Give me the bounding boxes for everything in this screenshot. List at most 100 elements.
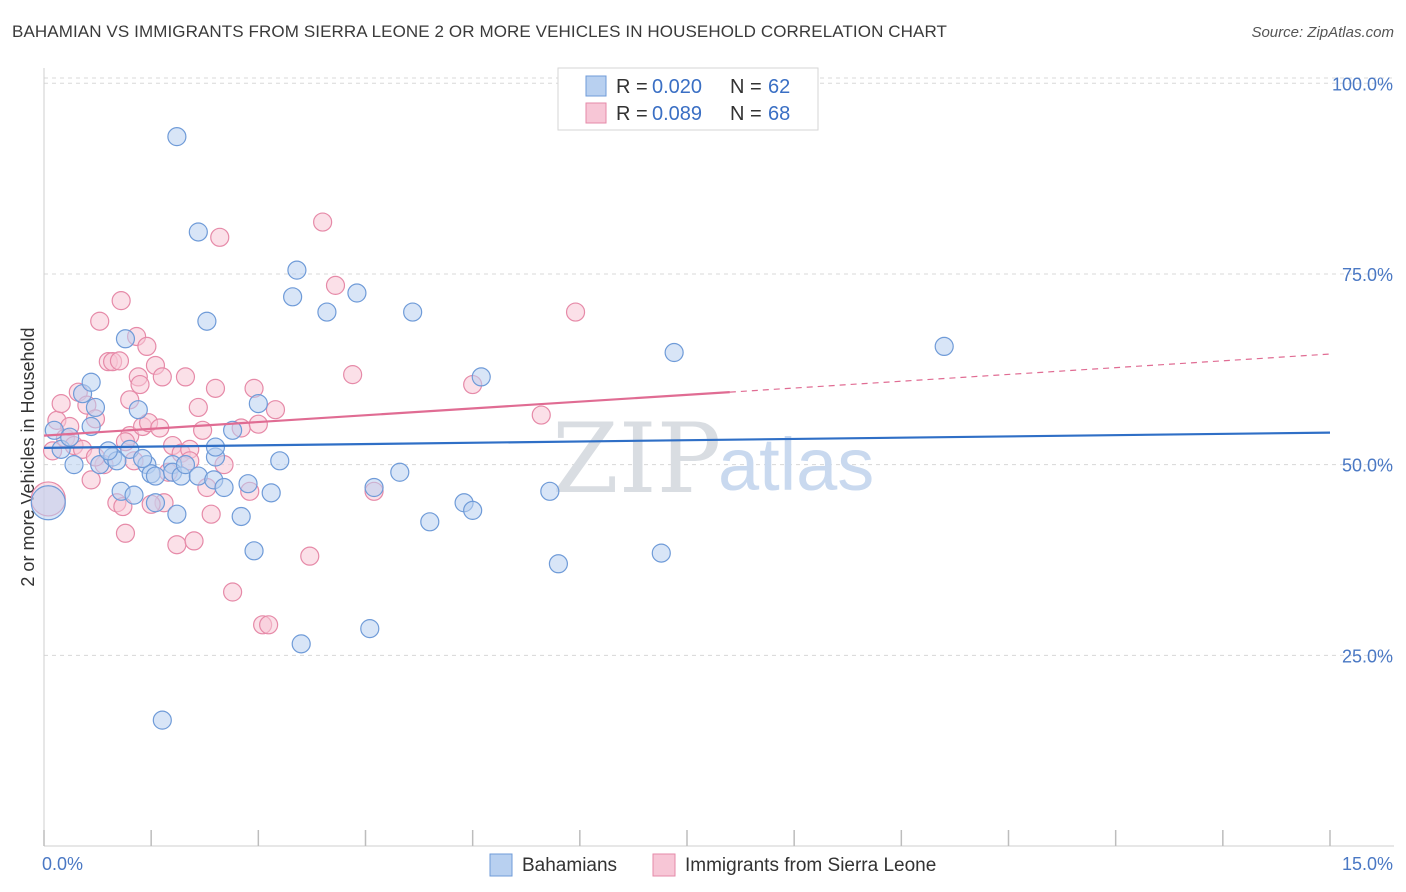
legend-swatch-sierra-leone	[585, 102, 607, 124]
bahamians-point-33	[238, 474, 258, 494]
bahamians-point-44	[364, 477, 384, 498]
bahamians-point-26	[188, 222, 208, 242]
bahamians-point-4	[64, 455, 84, 475]
legend-r-label-2: R =	[616, 103, 653, 125]
sierra-leone-point-58	[343, 365, 363, 385]
bahamians-point-18	[145, 466, 166, 486]
bahamians-point-37	[270, 451, 290, 471]
bahamians-point-15	[128, 400, 148, 420]
x-tick-label-1: 15.0%	[1342, 854, 1393, 874]
sierra-leone-point-20	[115, 523, 136, 543]
bahamians-point-38	[283, 287, 303, 307]
bahamians-point-30	[214, 477, 234, 498]
sierra-leone-trend-line	[43, 391, 730, 437]
bahamians-point-36	[261, 483, 281, 503]
x-tick-labels: 0.0% 15.0%	[42, 854, 1393, 874]
sierra-leone-point-41	[193, 420, 213, 440]
sierra-leone-point-35	[167, 535, 187, 555]
legend-n-label-1: N =	[730, 76, 767, 98]
bahamians-point-24	[175, 455, 196, 475]
sierra-leone-point-25	[130, 374, 150, 395]
bahamians-point-58	[98, 441, 118, 461]
bahamians-point-12	[115, 329, 136, 349]
x-tick-label-0: 0.0%	[42, 854, 83, 874]
bahamians-point-35	[248, 394, 268, 414]
bahamians-point-34	[244, 541, 264, 561]
grid-lines	[44, 77, 1394, 656]
sierra-leone-point-37	[175, 367, 196, 387]
axes	[43, 68, 1394, 847]
bahamians-point-47	[420, 512, 440, 532]
bahamians-point-27	[197, 311, 217, 331]
bahamians-point-57	[152, 710, 172, 730]
trend-lines	[43, 353, 1331, 449]
bahamians-point-32	[231, 506, 251, 527]
sierra-leone-point-57	[325, 275, 346, 295]
legend-r-value-2: 0.089	[652, 103, 702, 125]
sierra-leone-point-62	[565, 302, 586, 322]
legend-n-label-2: N =	[730, 103, 767, 125]
sierra-leone-point-61	[531, 405, 551, 425]
series-legend: Bahamians Immigrants from Sierra Leone	[489, 853, 936, 877]
bahamians-point-19	[145, 493, 166, 513]
bahamians-point-61	[205, 437, 226, 457]
sierra-leone-point-31	[152, 367, 172, 387]
sierra-leone-point-47	[223, 582, 243, 602]
legend-n-value-1: 62	[768, 76, 790, 98]
legend-r-value-1: 0.020	[652, 76, 702, 98]
bottom-legend-swatch-sierra-leone	[652, 853, 676, 877]
y-tick-label-1: 50.0%	[1342, 456, 1393, 476]
bahamians-point-45	[390, 462, 410, 482]
bahamians-point-55	[934, 336, 954, 357]
y-tick-label-0: 25.0%	[1342, 646, 1393, 666]
legend-r-label-1: R =	[616, 76, 653, 98]
bahamians-point-7	[85, 397, 106, 418]
sierra-leone-point-3	[51, 394, 71, 414]
y-tick-labels: 25.0% 50.0% 75.0% 100.0%	[1332, 74, 1393, 666]
bahamians-point-31	[223, 420, 243, 440]
sierra-leone-point-10	[81, 470, 101, 490]
chart-title: BAHAMIAN VS IMMIGRANTS FROM SIERRA LEONE…	[12, 22, 948, 41]
bahamians-point-43	[360, 619, 380, 639]
bahamians-point-22	[167, 504, 187, 524]
bottom-legend-swatch-bahamians	[489, 853, 513, 877]
sierra-leone-point-18	[111, 291, 131, 311]
bahamians-point-14	[124, 485, 144, 505]
y-tick-label-3: 100.0%	[1332, 74, 1393, 94]
bahamians-point-56	[167, 127, 187, 147]
sierra-leone-point-40	[188, 397, 208, 418]
legend-n-value-2: 68	[768, 103, 790, 125]
watermark-zip: ZIP	[552, 403, 721, 515]
bahamians-point-49	[463, 500, 483, 520]
x-ticks	[43, 830, 1331, 846]
sierra-leone-point-55	[300, 546, 320, 566]
bahamians-point-6	[81, 372, 101, 392]
sierra-leone-point-51	[248, 414, 268, 434]
sierra-leone-point-53	[259, 615, 279, 635]
bahamians-point-39	[287, 260, 307, 280]
legend-swatch-bahamians	[585, 75, 607, 97]
bottom-legend-label-bahamians: Bahamians	[522, 855, 617, 876]
y-axis-label: 2 or more Vehicles in Household	[18, 327, 38, 586]
bahamians-point-0	[30, 485, 66, 521]
sierra-leone-point-45	[210, 227, 230, 247]
bahamians-point-3	[60, 427, 80, 447]
bahamians-point-52	[548, 554, 569, 574]
series-immigrants-sierra-leone	[30, 212, 586, 635]
bahamians-point-59	[132, 448, 153, 469]
bahamians-point-54	[664, 342, 684, 363]
sierra-leone-point-44	[205, 378, 226, 398]
bahamians-point-60	[81, 416, 101, 437]
bahamians-point-53	[651, 543, 671, 563]
bahamians-point-40	[291, 634, 311, 654]
series-bahamians	[30, 127, 954, 730]
bahamians-point-50	[471, 367, 491, 387]
bahamians-point-42	[347, 283, 367, 303]
sierra-leone-point-12	[90, 311, 110, 331]
sierra-leone-point-39	[184, 531, 204, 551]
sierra-leone-point-56	[313, 212, 333, 232]
watermark-atlas: atlas	[718, 423, 874, 506]
stats-legend: R = 0.020 N = 62 R = 0.089 N = 68	[557, 67, 819, 131]
sierra-leone-point-17	[109, 351, 130, 371]
